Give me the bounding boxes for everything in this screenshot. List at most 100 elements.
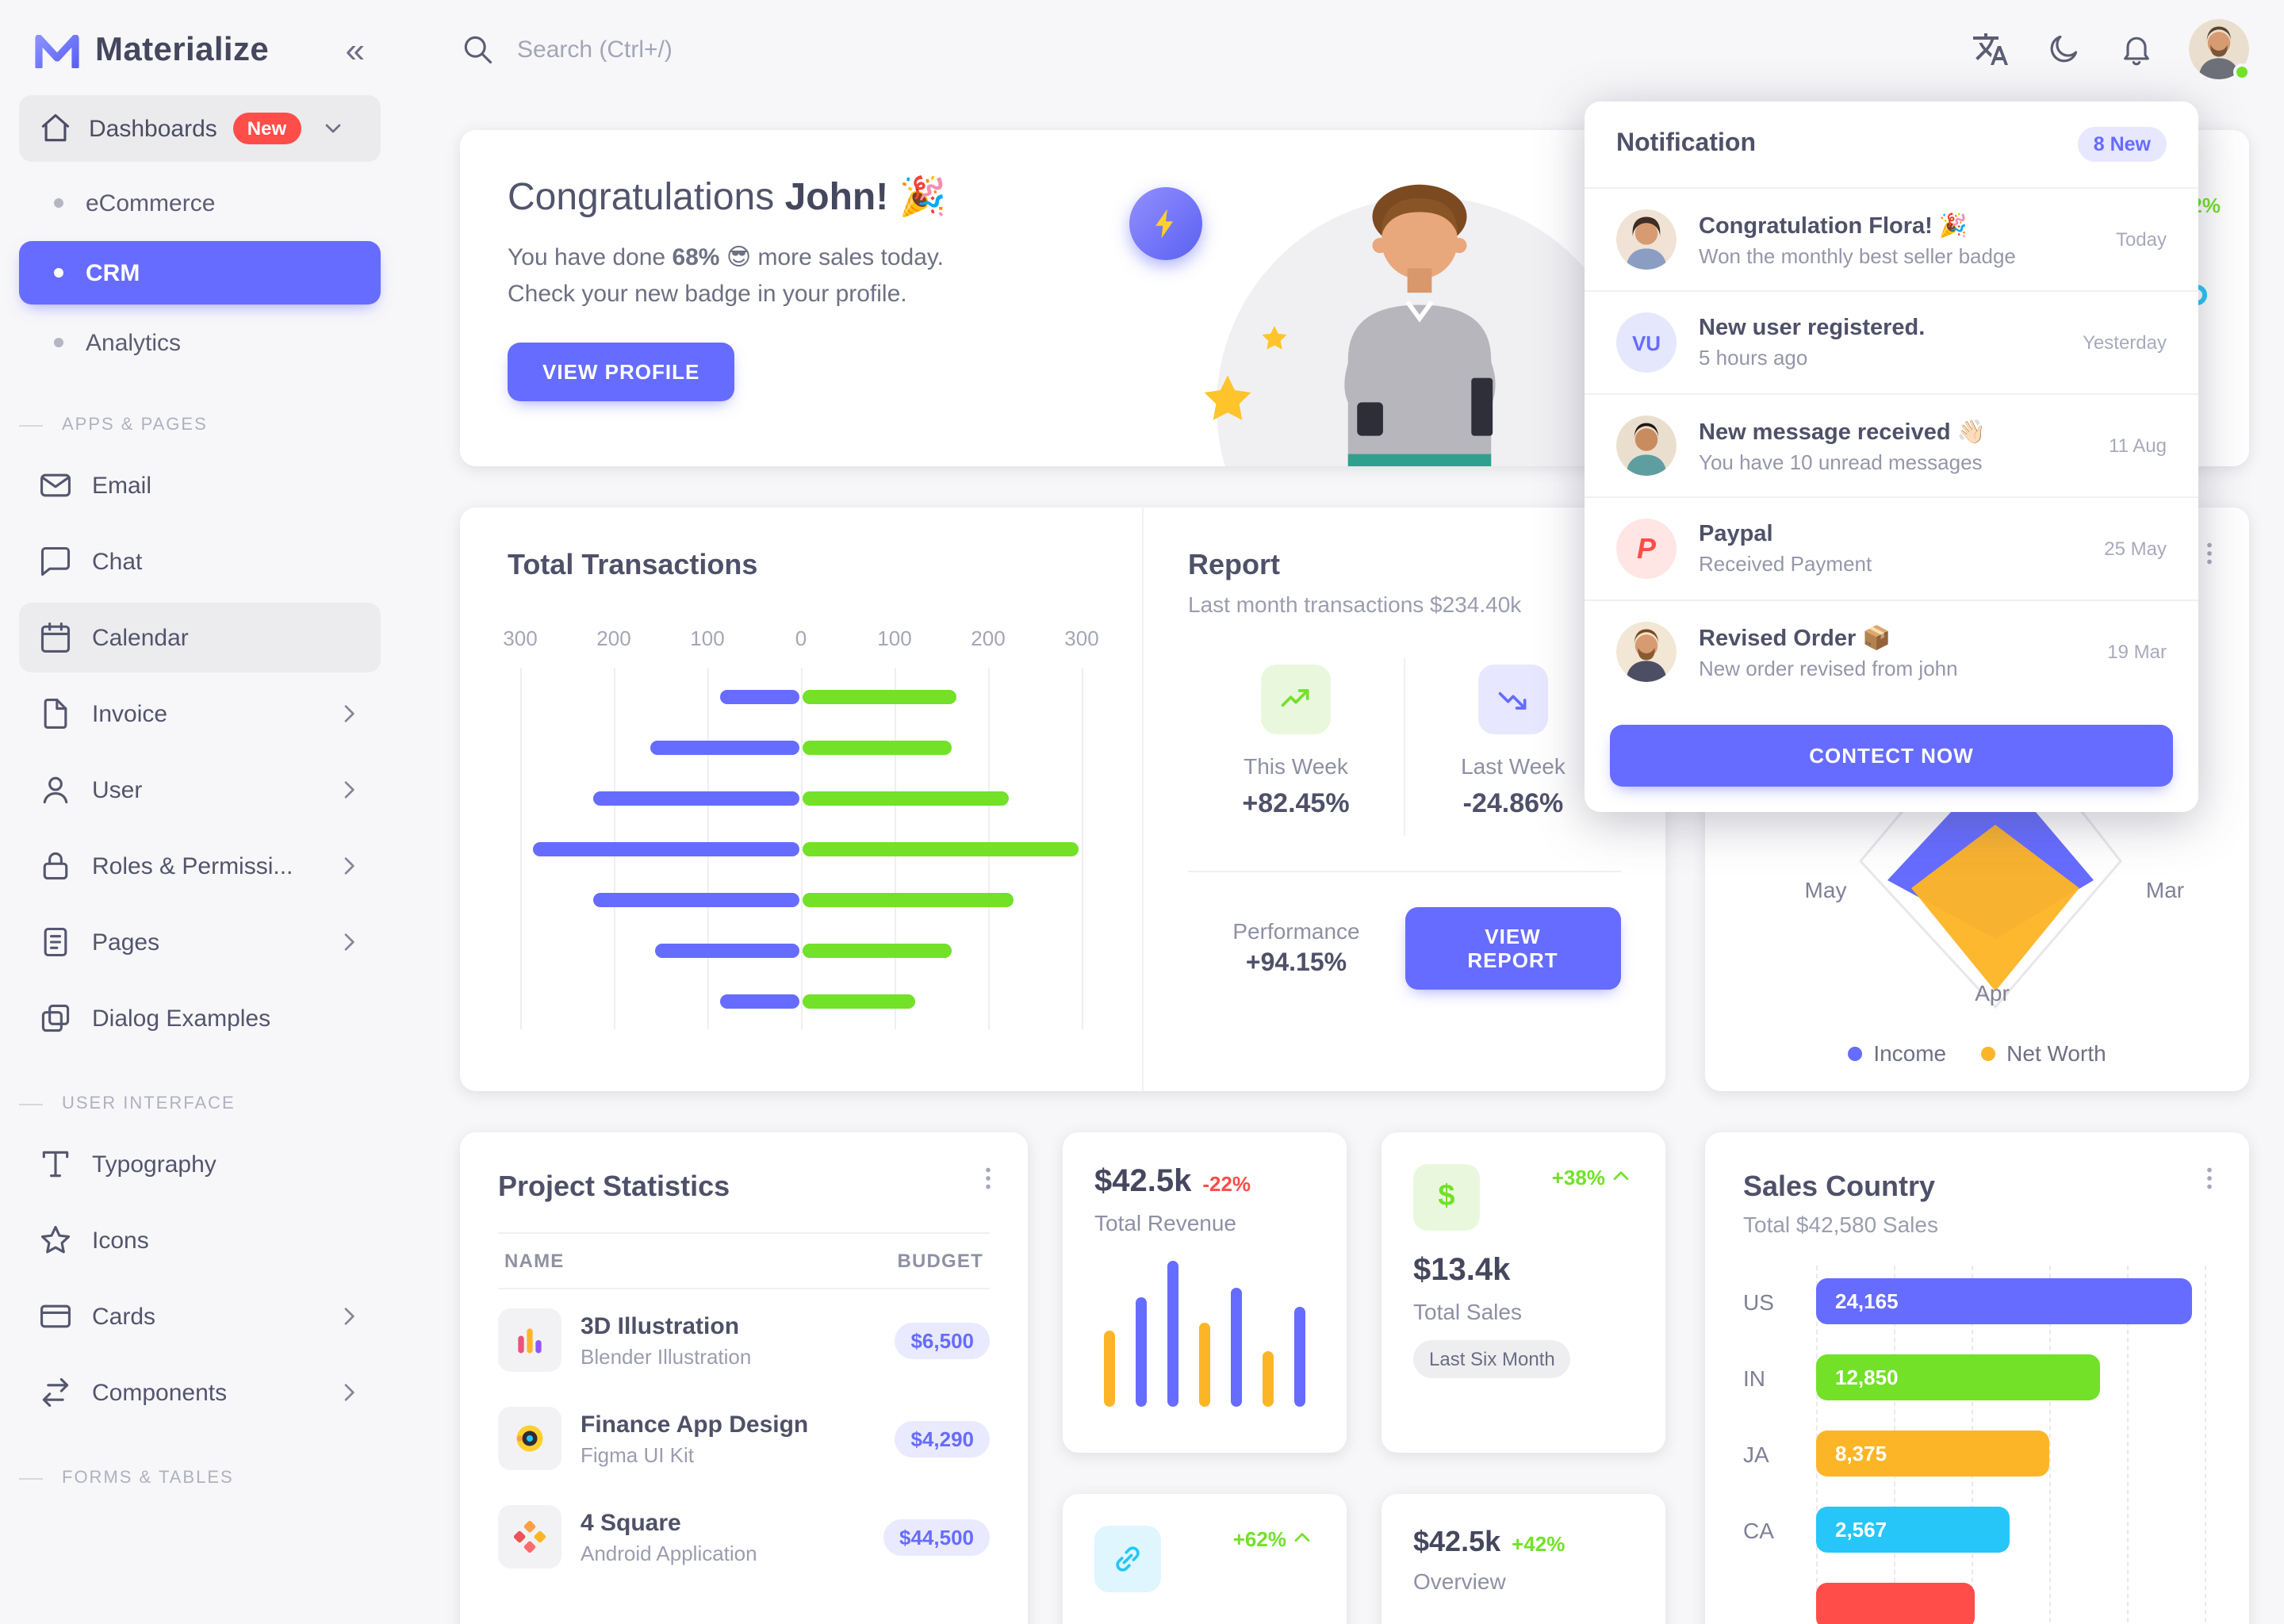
more-vert-icon[interactable] (2189, 1158, 2230, 1199)
project-statistics-card: Project Statistics NAME BUDGET 3D Illust… (460, 1132, 1028, 1624)
app-name: Materialize (95, 32, 270, 68)
sidebar-collapse-icon[interactable]: « (345, 30, 366, 70)
country-bar: 12,850 (1816, 1354, 2101, 1400)
user-avatar[interactable] (2189, 19, 2251, 81)
sidebar-item-components[interactable]: Components (19, 1358, 381, 1427)
notification-texts: New message received 👋🏻 You have 10 unre… (1699, 418, 2087, 473)
last-week-stat: Last Week -24.86% (1404, 658, 1621, 836)
axis-tick-label: 100 (690, 626, 725, 650)
chevron-down-icon (320, 116, 345, 141)
bar-positive (803, 842, 1079, 856)
sidebar-item-email[interactable]: Email (19, 450, 381, 520)
notification-item[interactable]: Revised Order 📦 New order revised from j… (1585, 601, 2198, 703)
bell-icon[interactable] (2116, 29, 2157, 70)
table-row[interactable]: Finance App Design Figma UI Kit $4,290 (498, 1388, 990, 1486)
table-header: NAME BUDGET (498, 1232, 990, 1289)
dark-mode-icon[interactable] (2043, 29, 2084, 70)
notification-item-title: New user registered. (1699, 316, 1926, 341)
notification-item-title: New message received 👋🏻 (1699, 419, 1986, 445)
sidebar: Materialize « Dashboards New eCommerce C… (0, 0, 400, 1624)
sidebar-item-crm[interactable]: CRM (19, 241, 381, 304)
contact-now-button[interactable]: CONTECT NOW (1610, 725, 2173, 787)
bullet-icon (54, 338, 63, 347)
sales-country-subtitle: Total $42,580 Sales (1743, 1212, 1938, 1237)
sidebar-item-chat[interactable]: Chat (19, 527, 381, 596)
country-label: JA (1743, 1441, 1769, 1466)
chevron-right-icon (336, 929, 362, 955)
sales-country-card: Sales Country Total $42,580 Sales US 24,1… (1705, 1132, 2249, 1624)
paypal-logo: P (1616, 519, 1677, 579)
section-label: FORMS & TABLES (62, 1469, 234, 1488)
sidebar-item-roles-permissions[interactable]: Roles & Permissi... (19, 831, 381, 901)
notification-item[interactable]: Congratulation Flora! 🎉 Won the monthly … (1585, 189, 2198, 292)
notification-item[interactable]: VU New user registered. 5 hours ago Yest… (1585, 292, 2198, 395)
sidebar-item-calendar[interactable]: Calendar (19, 603, 381, 672)
sidebar-item-pages[interactable]: Pages (19, 907, 381, 977)
overview-stat-card: $42.5k +42% Overview (1382, 1494, 1665, 1624)
sales-country-title: Sales Country (1743, 1170, 1936, 1202)
bullet-icon (54, 198, 63, 208)
sidebar-item-dashboards[interactable]: Dashboards New (19, 95, 381, 162)
sidebar-item-user[interactable]: User (19, 755, 381, 825)
sidebar-item-label: CRM (86, 259, 140, 286)
translate-icon[interactable] (1970, 29, 2011, 70)
invoice-icon (38, 696, 73, 731)
sales-change: +38% (1552, 1164, 1634, 1189)
notification-item-subtitle: Won the monthly best seller badge (1699, 243, 2016, 267)
mini-column-2: $ +38% $13.4k Total Sales Last Six Month… (1382, 1132, 1665, 1624)
section-label: USER INTERFACE (62, 1094, 236, 1113)
dialog-icon (38, 1001, 73, 1036)
sidebar-item-label: Invoice (92, 700, 168, 727)
sidebar-item-typography[interactable]: Typography (19, 1129, 381, 1199)
sales-card-top: $ +38% (1413, 1164, 1634, 1231)
legend-net-worth: Net Worth (1981, 1040, 2106, 1066)
transactions-report-card: Total Transactions 300 200 100 0 100 200 300 R… (460, 508, 1665, 1091)
sidebar-item-invoice[interactable]: Invoice (19, 679, 381, 749)
congrats-title: Congratulations John! 🎉 (508, 174, 1618, 220)
dashboards-submenu: eCommerce CRM Analytics (19, 171, 381, 374)
bar-negative (532, 842, 799, 856)
table-row[interactable]: 3D Illustration Blender Illustration $6,… (498, 1289, 990, 1388)
view-profile-button[interactable]: VIEW PROFILE (508, 342, 735, 400)
notification-item[interactable]: P Paypal Received Payment 25 May (1585, 498, 2198, 601)
mini-column-1: $42.5k -22% Total Revenue +62% (1063, 1132, 1347, 1624)
total-transactions-title: Total Transactions (508, 549, 758, 580)
sidebar-item-ecommerce[interactable]: eCommerce (19, 171, 381, 235)
chat-icon (38, 544, 73, 579)
congrats-title-prefix: Congratulations (508, 176, 785, 219)
project-texts: 3D Illustration Blender Illustration (581, 1312, 876, 1368)
sidebar-item-label: Chat (92, 548, 143, 575)
search-input[interactable] (514, 34, 926, 64)
sales-value: $13.4k (1413, 1253, 1511, 1288)
new-badge: New (232, 113, 301, 144)
bar-positive (803, 893, 1014, 907)
sidebar-item-analytics[interactable]: Analytics (19, 311, 381, 374)
bar-negative (654, 944, 799, 958)
sidebar-item-cards[interactable]: Cards (19, 1281, 381, 1351)
bar (1104, 1331, 1115, 1407)
sidebar-item-icons[interactable]: Icons (19, 1205, 381, 1275)
notification-time: Today (2115, 228, 2167, 251)
sidebar-item-dialog-examples[interactable]: Dialog Examples (19, 983, 381, 1053)
link-stat-card: +62% (1063, 1494, 1347, 1624)
notification-item-subtitle: You have 10 unread messages (1699, 450, 1983, 473)
search-box[interactable] (460, 32, 926, 67)
view-report-button[interactable]: VIEW REPORT (1405, 907, 1621, 990)
notification-item-title: Revised Order 📦 (1699, 626, 1891, 651)
materialize-logo-icon[interactable] (35, 34, 79, 67)
grid-line (1082, 668, 1083, 1029)
more-vert-icon[interactable] (968, 1158, 1009, 1199)
bar-negative (593, 791, 799, 806)
revenue-value-row: $42.5k -22% (1094, 1164, 1315, 1201)
trend-up-icon (1261, 665, 1331, 734)
project-name: 4 Square (581, 1509, 681, 1536)
notification-item-title: Paypal (1699, 522, 1773, 547)
more-vert-icon[interactable] (2189, 533, 2230, 574)
country-bar-row: JA 8,375 (1743, 1431, 2211, 1477)
table-row[interactable]: 4 Square Android Application $44,500 (498, 1486, 990, 1584)
project-finance-app-icon (498, 1407, 561, 1470)
project-3d-illustration-icon (498, 1308, 561, 1372)
report-stats: This Week +82.45% Last Week -24.86% (1188, 658, 1621, 836)
notification-item[interactable]: New message received 👋🏻 You have 10 unre… (1585, 395, 2198, 498)
notification-count-badge: 8 New (2077, 127, 2167, 162)
